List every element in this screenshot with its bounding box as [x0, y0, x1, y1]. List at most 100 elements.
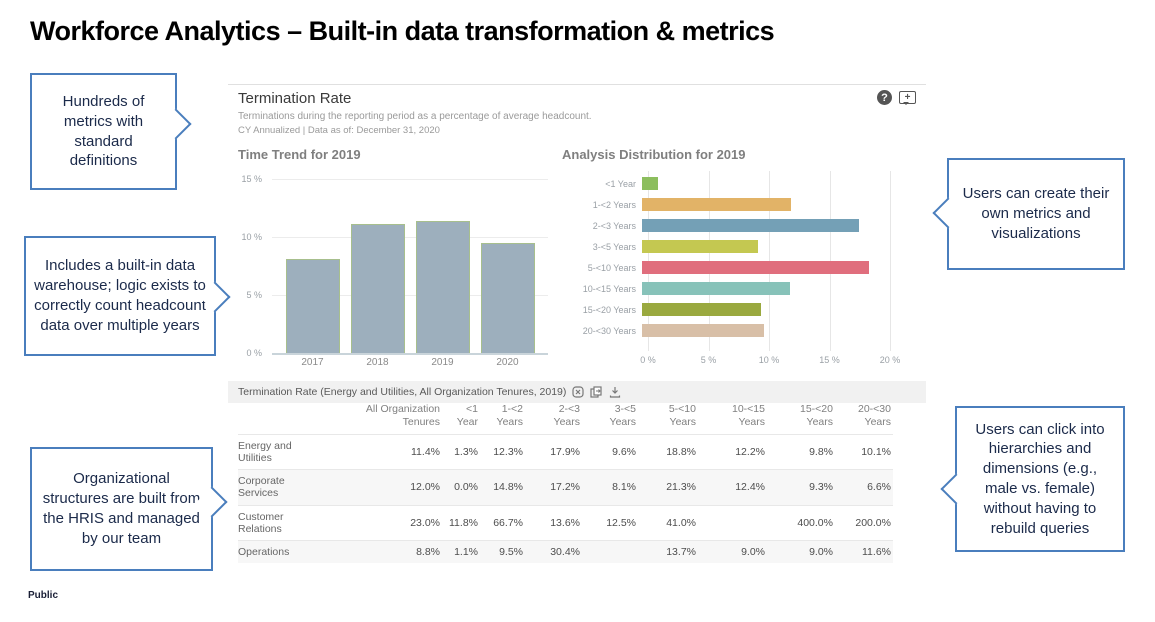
x-tick-label: 20 % — [879, 355, 901, 365]
callout-left-1: Hundreds of metrics with standard defini… — [30, 73, 192, 190]
page-title: Workforce Analytics – Built-in data tran… — [30, 16, 775, 46]
table-cell: 8.1% — [612, 481, 636, 494]
table-row: Customer Relations 23.0% 11.8% 66.7% 13.6% 12… — [238, 505, 893, 540]
table-cell: 18.8% — [666, 446, 696, 459]
x-tick-label: 2019 — [431, 357, 454, 368]
callout-text: Users can create their own metrics and v… — [962, 185, 1110, 242]
table-cell: 12.0% — [410, 481, 440, 494]
gridline — [272, 237, 548, 238]
column-header: 3-<5 Years — [609, 403, 636, 429]
callout-left-3: Organizational structures are built from… — [30, 447, 228, 571]
table-cell: 12.3% — [493, 446, 523, 459]
dashboard-actions: ? + — [877, 90, 916, 105]
distribution-chart: <1 Year 1-<2 Years 2-<3 Years 3-<5 Years 5-<… — [562, 173, 892, 341]
callout-left-2: Includes a built-in data warehouse; logi… — [24, 236, 231, 356]
bar-area — [642, 236, 884, 257]
help-icon[interactable]: ? — [877, 90, 892, 105]
download-icon[interactable] — [609, 386, 621, 398]
remove-icon[interactable] — [572, 386, 585, 398]
callout-text: Hundreds of metrics with standard defini… — [62, 92, 145, 170]
bar-1-2-years — [642, 198, 791, 211]
time-trend-bars — [272, 179, 548, 353]
table-cell: 6.6% — [867, 481, 891, 494]
corner-cell — [238, 401, 342, 435]
table-cell: 9.6% — [612, 446, 636, 459]
bar-2-3-years — [642, 219, 859, 232]
time-trend-chart — [272, 179, 548, 355]
column-header: 15-<20 Years — [800, 403, 833, 429]
table-row: Energy and Utilities 11.4% 1.3% 12.3% 17.9% 9… — [238, 434, 893, 470]
y-tick-label: 15 % — [241, 174, 262, 184]
x-tick-label: 5 % — [700, 355, 717, 365]
gridline — [272, 179, 548, 180]
bar-2017 — [285, 259, 340, 353]
distribution-row: 3-<5 Years — [562, 236, 892, 257]
bar-area — [642, 299, 884, 320]
row-label[interactable]: Customer Relations — [238, 510, 284, 535]
feedback-icon[interactable]: + — [899, 91, 916, 105]
distribution-row: 2-<3 Years — [562, 215, 892, 236]
callout-right-2: Users can click into hierarchies and dim… — [940, 406, 1125, 552]
table-cell: 9.0% — [809, 545, 833, 558]
table-cell: 12.5% — [606, 516, 636, 529]
table-cell: 23.0% — [410, 516, 440, 529]
bar-area — [642, 278, 884, 299]
category-label: 15-<20 Years — [582, 304, 636, 315]
table-cell: 11.4% — [411, 446, 440, 459]
row-label[interactable]: Energy and Utilities — [238, 440, 292, 465]
table-cell: 13.7% — [666, 545, 696, 558]
table-cell: 17.2% — [550, 481, 580, 494]
distribution-row: 10-<15 Years — [562, 278, 892, 299]
column-header: 10-<15 Years — [732, 403, 765, 429]
bar-area — [642, 194, 884, 215]
column-header: 5-<10 Years — [668, 403, 696, 429]
category-label: 5-<10 Years — [587, 262, 636, 273]
callout-right-1: Users can create their own metrics and v… — [932, 158, 1125, 270]
y-tick-label: 5 % — [246, 290, 262, 300]
distribution-row: <1 Year — [562, 173, 892, 194]
bar-20-30-years — [642, 324, 765, 337]
table-cell: 9.5% — [499, 545, 523, 558]
table-cell: 17.9% — [550, 446, 580, 459]
table-cell: 12.2% — [735, 446, 765, 459]
table-cell — [582, 540, 638, 563]
callout-text: Includes a built-in data warehouse; logi… — [34, 257, 206, 334]
x-tick-label: 2018 — [366, 357, 389, 368]
row-label[interactable]: Corporate Services — [238, 475, 285, 500]
row-label[interactable]: Operations — [238, 545, 290, 558]
callout-text: Users can click into hierarchies and dim… — [975, 420, 1105, 537]
category-label: 20-<30 Years — [582, 325, 636, 336]
gridline — [272, 295, 548, 296]
table-row: Corporate Services 12.0% 0.0% 14.8% 17.2% 8.1… — [238, 469, 893, 505]
category-label: 3-<5 Years — [592, 241, 636, 252]
bar-3-5-years — [642, 240, 759, 253]
termination-rate-table: All Organization Tenures <1 Year 1-<2 Year… — [238, 401, 893, 563]
metric-description: Terminations during the reporting period… — [238, 111, 592, 122]
bar-5-10-years — [642, 261, 870, 274]
copy-icon[interactable] — [590, 386, 603, 398]
category-label: 2-<3 Years — [592, 220, 636, 231]
y-tick-label: 0 % — [246, 348, 262, 358]
distribution-row: 1-<2 Years — [562, 194, 892, 215]
table-cell: 9.3% — [809, 481, 833, 494]
column-header: 2-<3 Years — [553, 403, 580, 429]
classification-label: Public — [28, 590, 59, 601]
table-cell: 0.0% — [454, 481, 478, 494]
table-cell: 12.4% — [735, 481, 765, 494]
bar-2018 — [350, 224, 405, 353]
x-tick-label: 10 % — [758, 355, 780, 365]
table-cell: 13.6% — [550, 516, 580, 529]
column-header: 1-<2 Years — [496, 403, 523, 429]
table-header-bar: Termination Rate (Energy and Utilities, … — [228, 381, 926, 403]
table-cell: 8.8% — [416, 545, 440, 558]
table-cell: 200.0% — [855, 516, 891, 529]
bar-area — [642, 215, 884, 236]
column-header: <1 Year — [456, 403, 478, 429]
metric-title: Termination Rate — [238, 90, 352, 107]
table-cell: 9.0% — [741, 545, 765, 558]
bar-2019 — [415, 220, 470, 353]
distribution-title: Analysis Distribution for 2019 — [562, 147, 746, 162]
category-label: 1-<2 Years — [592, 199, 636, 210]
time-trend-x-axis: 2017 2018 2019 2020 — [272, 357, 548, 368]
table-cell: 14.8% — [493, 481, 523, 494]
